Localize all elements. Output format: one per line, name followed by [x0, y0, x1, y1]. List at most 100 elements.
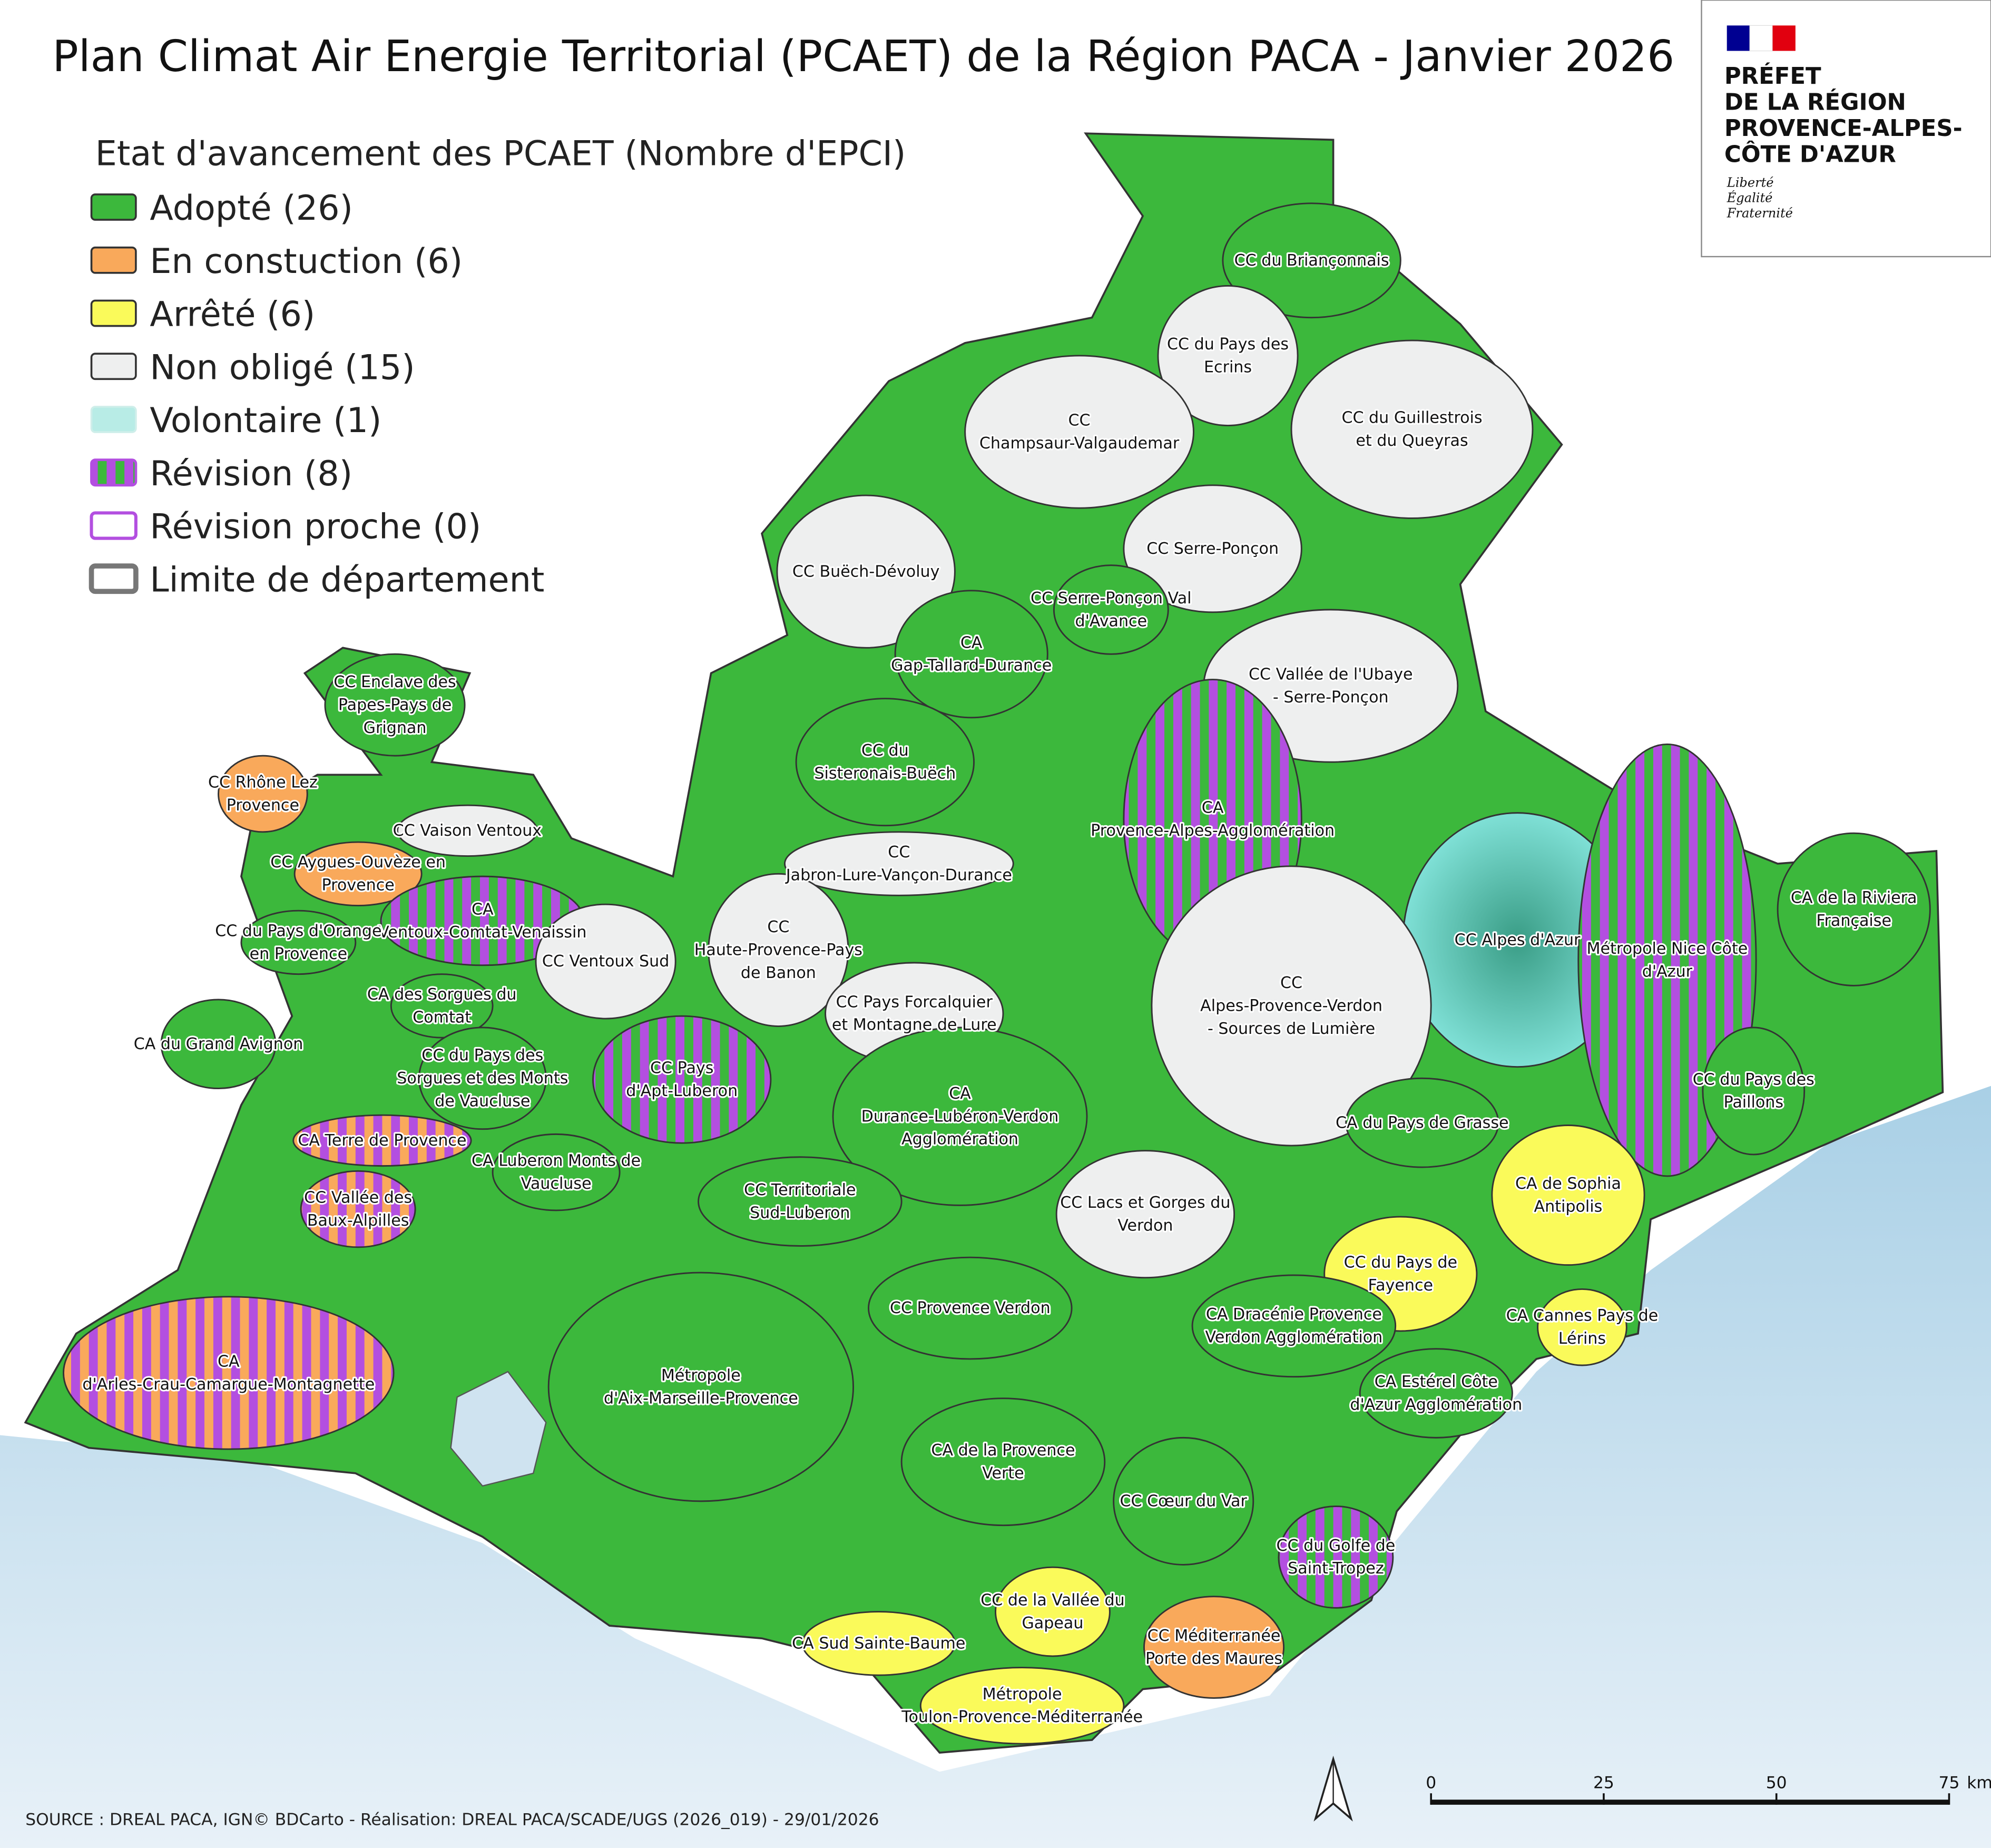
region-area [300, 1170, 416, 1248]
region-area [795, 698, 975, 827]
legend-label: Volontaire (1) [150, 401, 381, 441]
region-area [1290, 339, 1534, 519]
logo-motto: Égalité [1727, 190, 1773, 205]
region-label: CC du Pays d'Orange [215, 922, 381, 940]
region-label: CC du Pays des [1693, 1070, 1815, 1089]
legend-title: Etat d'avancement des PCAET (Nombre d'EP… [95, 134, 906, 173]
region-label: CC Rhône Lez [208, 773, 318, 791]
region-label: Agglomération [901, 1130, 1018, 1149]
region-label: CC Territoriale [744, 1181, 856, 1199]
region-label: Comtat [413, 1008, 471, 1026]
region-label: CC Pays [650, 1059, 713, 1078]
logo-line: PRÉFET [1724, 63, 1821, 90]
region-label: CA [949, 1084, 971, 1103]
region-area [324, 653, 466, 757]
region-area [1053, 564, 1169, 655]
region-area [390, 973, 494, 1039]
legend-swatch [90, 246, 137, 274]
sea [0, 1086, 1991, 1848]
region-label: CC Ventoux Sud [542, 952, 670, 971]
region-area [1055, 1150, 1235, 1279]
region-area [293, 841, 423, 906]
region-label: Antipolis [1534, 1197, 1603, 1216]
region-area [1143, 1596, 1285, 1699]
region-label: CA du Pays de Grasse [1336, 1113, 1509, 1132]
legend-swatch [90, 193, 137, 221]
region-area [240, 910, 357, 975]
scale-tick-label: 50 [1766, 1774, 1787, 1793]
legend-swatch [90, 406, 137, 433]
region-label: Baux-Alpilles [307, 1211, 409, 1230]
region-area [1123, 484, 1302, 613]
region-label: CC du [861, 741, 909, 760]
region-label: CC Méditerranée [1147, 1627, 1281, 1645]
logo-line: CÔTE D'AZUR [1724, 141, 1896, 168]
region-label: d'Apt-Luberon [626, 1082, 738, 1100]
north-arrow [1313, 1755, 1353, 1822]
region-label: CC [1280, 974, 1302, 992]
region-label: Sud-Luberon [750, 1204, 850, 1222]
region-label: CA [218, 1352, 240, 1371]
flag-red [1772, 25, 1796, 51]
region-label: Durance-Lubéron-Verdon [861, 1107, 1059, 1126]
region-label: Ventoux-Comtat-Venaissin [378, 923, 586, 942]
region-label: CA Luberon Monts de [472, 1152, 641, 1170]
region-label: CA Cannes Pays de [1506, 1307, 1659, 1325]
region-label: CC de la Vallée du [980, 1591, 1124, 1610]
region-label: Française [1816, 912, 1891, 930]
scale-tick-label: 25 [1593, 1774, 1614, 1793]
region-area [396, 804, 538, 857]
legend-label: Non obligé (15) [150, 348, 415, 387]
region-area [535, 903, 676, 1020]
region-label: CA de Sophia [1515, 1175, 1621, 1193]
region-area [919, 1667, 1125, 1745]
region-label: Métropole Nice Côte [1587, 940, 1748, 958]
region-label: CA Dracénie Provence [1206, 1305, 1382, 1324]
region-label: CC du Golfe de [1276, 1537, 1395, 1555]
region-area [783, 831, 1014, 896]
region-label: d'Azur [1642, 963, 1693, 981]
legend-label: Arrêté (6) [150, 295, 315, 335]
logo-line: DE LA RÉGION [1724, 89, 1906, 116]
region-label: CA Sud Sainte-Baume [792, 1634, 965, 1653]
region-label: CA du Grand Avignon [134, 1035, 303, 1053]
region-label: Sisteronais-Buëch [814, 765, 956, 783]
region-label: Verte [982, 1464, 1024, 1482]
region-area [592, 1015, 772, 1144]
areas [63, 202, 1931, 1745]
region-label: CA des Sorgues du [367, 985, 517, 1004]
region-label: CC Pays Forcalquier [836, 993, 993, 1011]
region-area [1345, 1077, 1499, 1168]
region-label: CC [1068, 412, 1091, 430]
region-area [1157, 285, 1299, 426]
region-area [698, 1156, 903, 1247]
region-label: Provence [227, 796, 299, 815]
region-area [1491, 1125, 1645, 1266]
region-label: CC Alpes d'Azur [1455, 931, 1581, 949]
region-area [894, 590, 1048, 719]
region-area [708, 873, 849, 1027]
region-label: Champsaur-Valgaudemar [979, 434, 1180, 453]
scale-bar-line [1431, 1800, 1949, 1805]
region-area [418, 1026, 547, 1130]
region-label: CC [888, 843, 910, 862]
region-label: d'Avance [1075, 612, 1147, 630]
region-label: Paillons [1724, 1093, 1784, 1112]
etang-de-berre [450, 1371, 547, 1487]
region-area [995, 1566, 1111, 1657]
region-label: Jabron-Lure-Vançon-Durance [785, 866, 1012, 884]
region-label: CA [1202, 799, 1224, 817]
region-area [1537, 1288, 1627, 1366]
region-label: Provence [322, 876, 395, 895]
region-label: CA [472, 900, 494, 918]
region-label: Saint-Tropez [1288, 1559, 1384, 1578]
region-label: CC du Guillestrois [1341, 409, 1482, 427]
legend-label: Adopté (26) [150, 189, 353, 228]
region-area [801, 1611, 956, 1676]
region-label: Verdon Agglomération [1205, 1328, 1382, 1347]
region-label: d'Azur Agglomération [1350, 1395, 1522, 1414]
region-label: - Sources de Lumière [1208, 1020, 1375, 1038]
region-label: CC du Briançonnais [1234, 251, 1389, 270]
